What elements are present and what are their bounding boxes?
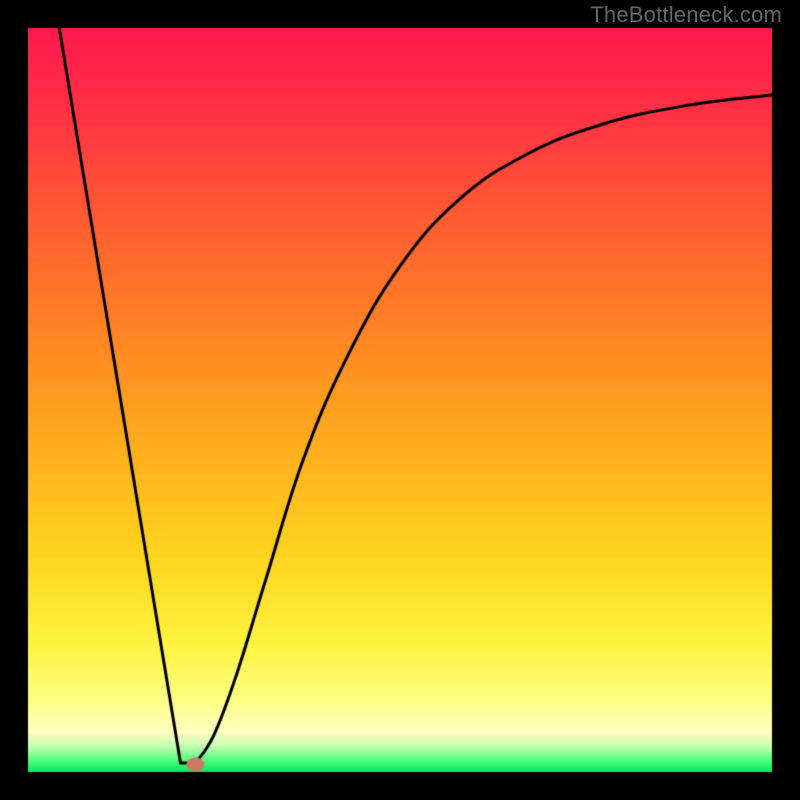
- bottleneck-curve-chart: [0, 0, 800, 800]
- chart-container: TheBottleneck.com: [0, 0, 800, 800]
- watermark-text: TheBottleneck.com: [590, 2, 782, 28]
